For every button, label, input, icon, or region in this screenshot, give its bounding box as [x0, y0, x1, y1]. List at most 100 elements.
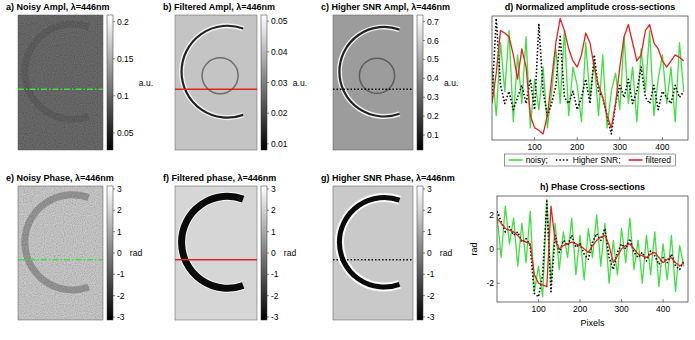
label: 0.01 [271, 139, 288, 149]
label: rad [130, 248, 143, 258]
colorbar-tick [423, 21, 425, 22]
plot-frame [492, 16, 688, 140]
cross-section-line [175, 88, 257, 90]
x-tick [621, 299, 622, 302]
image-panel: e) Noisy Phase, λ=446nm-3-2-10123rad [6, 173, 142, 322]
image [333, 186, 413, 320]
label: 2 [271, 205, 276, 215]
colorbar-tick [113, 188, 115, 189]
label: 0.4 [427, 73, 439, 83]
image-frame [18, 15, 103, 150]
x-tick [663, 299, 664, 302]
label: 1 [271, 227, 276, 237]
colorbar-tick [423, 210, 425, 211]
image-feature [182, 196, 244, 288]
colorbar [261, 186, 267, 320]
image [175, 15, 257, 150]
legend: noisy; Higher SNR; filtered [505, 154, 676, 166]
label: 1 [117, 227, 122, 237]
image-ground [333, 186, 413, 320]
series-line [492, 18, 684, 133]
image-feature [202, 58, 238, 94]
colorbar-tick [267, 274, 269, 275]
image [333, 15, 413, 150]
image-feature [339, 27, 399, 117]
label: 200 [573, 304, 587, 314]
legend-swatch [509, 159, 523, 161]
image-panel: c) Higher SNR Ampl, λ=446nm0.10.20.30.40… [321, 2, 458, 150]
image-frame [175, 15, 257, 150]
colorbar-tick [423, 274, 425, 275]
colorbar [107, 15, 113, 150]
label: 0.15 [117, 54, 134, 64]
image-panel: f) Filtered phase, λ=446nm-3-2-10123rad [163, 173, 296, 322]
label: a.u. [139, 78, 153, 88]
label: d) Normalized amplitude cross-sections [505, 2, 676, 12]
colorbar-tick [113, 95, 115, 96]
image-feature [25, 195, 89, 290]
colorbar [417, 186, 423, 320]
label: 0.3 [427, 92, 439, 102]
x-tick [662, 137, 663, 140]
image-feature [25, 24, 89, 119]
label: Higher SNR; [573, 155, 621, 165]
label: e) Noisy Phase, λ=446nm [6, 173, 114, 183]
colorbar-tick [267, 188, 269, 189]
x-tick [534, 137, 535, 140]
label: -1 [117, 269, 125, 279]
series-line [497, 199, 684, 296]
label: g) Higher SNR Phase, λ=446nm [321, 173, 455, 183]
image-feature [182, 26, 244, 118]
cross-section-line [175, 259, 257, 261]
label: b) Filtered Ampl, λ=446nm [163, 2, 275, 12]
plot-frame [497, 196, 688, 302]
colorbar-tick [113, 253, 115, 254]
colorbar-tick [267, 253, 269, 254]
label: 0.05 [271, 16, 288, 26]
x-tick [619, 137, 620, 140]
colorbar-tick [423, 295, 425, 296]
cross-section-line [18, 88, 103, 90]
colorbar-tick [267, 210, 269, 211]
label: 3 [427, 184, 432, 194]
legend-swatch [556, 159, 570, 161]
x-tick [580, 299, 581, 302]
image-feature [339, 27, 399, 117]
colorbar-tick [423, 40, 425, 41]
label: 0.1 [427, 130, 439, 140]
series-line [497, 201, 684, 297]
label: 2 [117, 205, 122, 215]
colorbar [417, 15, 423, 150]
label: 200 [570, 142, 584, 152]
image-ground [175, 186, 257, 320]
label: 0.6 [427, 36, 439, 46]
image [18, 186, 103, 320]
label: h) Phase Cross-sections [540, 182, 645, 192]
label: f) Filtered phase, λ=446nm [163, 173, 276, 183]
line-chart: h) Phase Cross-sections100200300400-202P… [469, 182, 688, 328]
label: 100 [528, 142, 542, 152]
label: noisy; [526, 155, 548, 165]
label: 100 [531, 304, 545, 314]
image-feature [359, 58, 394, 93]
x-tick [577, 137, 578, 140]
colorbar [107, 186, 113, 320]
label: 0.7 [427, 17, 439, 27]
label: filtered [646, 155, 672, 165]
series-line [497, 206, 684, 286]
label: a) Noisy Ampl, λ=446nm [6, 2, 109, 12]
y-tick [497, 249, 500, 250]
colorbar-tick [423, 116, 425, 117]
series-group [492, 18, 684, 133]
label: 1 [427, 227, 432, 237]
label: rad [469, 242, 479, 255]
image-panel: a) Noisy Ampl, λ=446nm0.050.10.150.2a.u. [6, 2, 153, 150]
label: -1 [271, 269, 279, 279]
cross-section-line [18, 259, 103, 261]
label: 0 [271, 248, 276, 258]
colorbar-tick [267, 143, 269, 144]
image-noise [18, 15, 103, 150]
image-ground [175, 15, 257, 150]
colorbar-tick [113, 231, 115, 232]
label: -3 [117, 312, 125, 322]
